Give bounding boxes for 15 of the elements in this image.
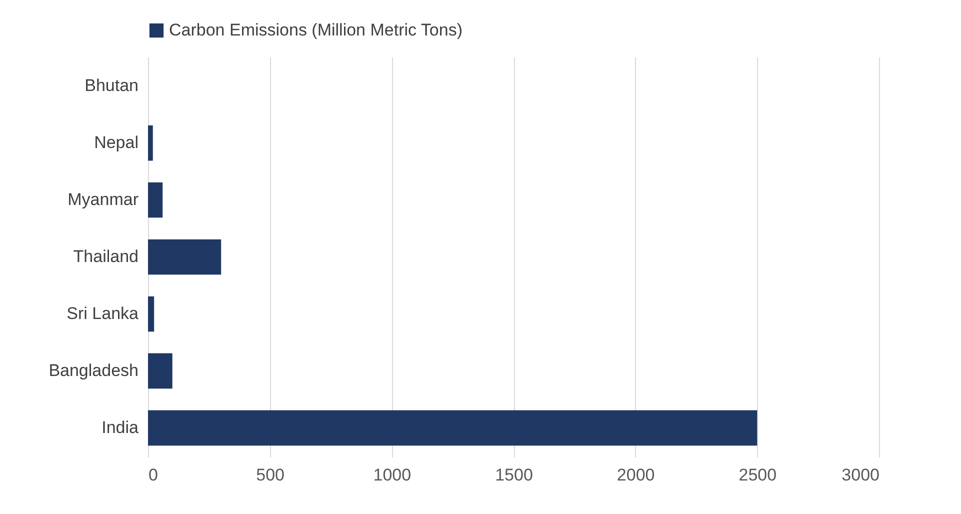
x-tick-label: 3000 (842, 466, 880, 484)
y-tick-label: Bhutan (84, 76, 138, 96)
y-tick-label: India (102, 418, 140, 437)
x-tick-label: 1000 (373, 466, 412, 484)
x-tick-label: 0 (148, 466, 158, 484)
x-tick-label: 2500 (738, 466, 777, 484)
y-tick-label: Nepal (94, 133, 138, 152)
y-tick-label: Bangladesh (48, 360, 138, 380)
x-tick-label: 1500 (495, 466, 533, 484)
y-tick-label: Myanmar (68, 190, 139, 210)
x-tick-label: 2000 (616, 466, 655, 484)
y-tick-label: Sri Lanka (66, 304, 140, 323)
x-tick-label: 500 (256, 466, 285, 484)
y-tick-label: Thailand (73, 247, 138, 266)
legend-label: Carbon Emissions (Million Metric Tons) (169, 20, 462, 40)
